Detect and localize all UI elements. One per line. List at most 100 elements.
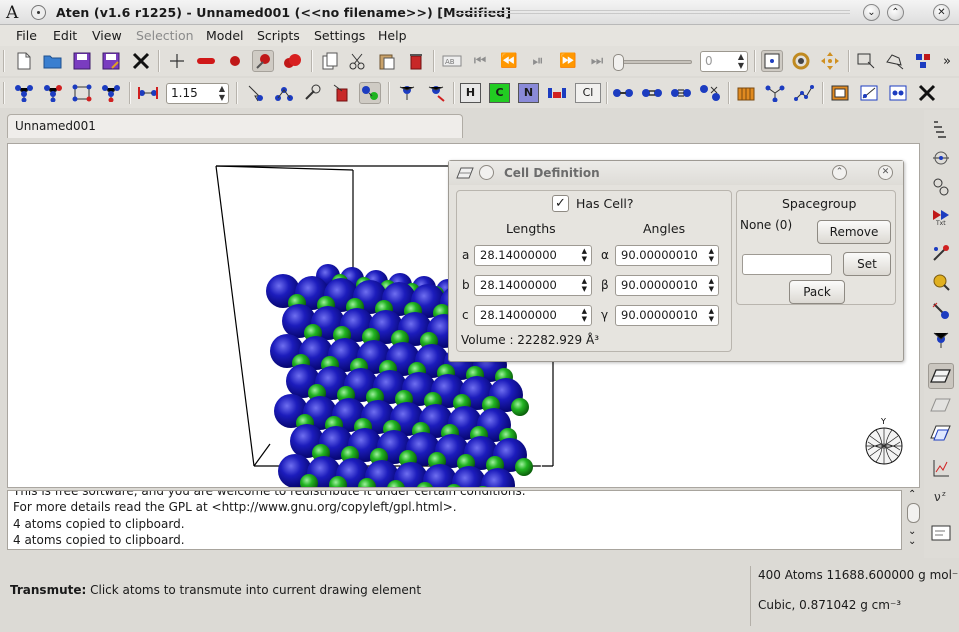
close-model-icon[interactable] (130, 50, 152, 72)
add-hydrogen-model-icon[interactable] (273, 82, 295, 104)
build-chain-icon[interactable] (793, 82, 815, 104)
spin-arrows-icon[interactable]: ▲ ▼ (581, 307, 587, 323)
triple-bond-icon[interactable] (670, 82, 692, 104)
menu-edit[interactable]: Edit (53, 28, 78, 43)
double-bond-icon[interactable] (641, 82, 663, 104)
maximize-button[interactable]: ⌃ (887, 4, 904, 21)
single-bond-icon[interactable] (612, 82, 634, 104)
angle-gamma-input[interactable]: 90.00000010 ▲ ▼ (615, 305, 719, 326)
sphere-style-icon[interactable] (252, 50, 274, 72)
delete-bond-icon[interactable] (699, 82, 721, 104)
atom-sphere[interactable] (365, 460, 399, 488)
next-frame-icon[interactable]: ⏩ (559, 53, 577, 69)
menu-settings[interactable]: Settings (314, 28, 366, 43)
atom-sphere[interactable] (474, 486, 492, 488)
delete-icon[interactable] (405, 50, 427, 72)
atom-sphere[interactable] (445, 484, 463, 488)
dialog-close-button[interactable]: ✕ (878, 165, 893, 180)
draw-atom-icon[interactable] (166, 50, 188, 72)
tab-unnamed001[interactable]: Unnamed001 (7, 114, 463, 138)
frame-slider-handle[interactable] (613, 54, 624, 71)
translate-view-icon[interactable] (819, 50, 841, 72)
spin-arrows-icon[interactable]: ▲ ▼ (708, 277, 714, 293)
bond-tolerance-spinbox[interactable]: 1.15 ▲ ▼ (166, 83, 229, 104)
save-as-icon[interactable] (100, 50, 122, 72)
set-spacegroup-button[interactable]: Set (843, 252, 891, 276)
atom-sphere[interactable] (452, 466, 486, 488)
scroll-down-icon[interactable]: ⌄ (908, 536, 917, 547)
transform-tools-icon[interactable] (928, 269, 954, 295)
scroll-handle[interactable] (907, 503, 920, 523)
probe-atom-icon[interactable] (302, 82, 324, 104)
element-button-cl[interactable]: Cl (575, 83, 601, 103)
atom-sphere[interactable] (394, 462, 428, 488)
position-tools-icon[interactable] (928, 240, 954, 266)
atom-sphere[interactable] (515, 458, 533, 476)
menu-selection[interactable]: Selection (136, 28, 194, 43)
trajectory-toggle-icon[interactable]: AB (441, 50, 463, 72)
periodic-table-icon[interactable] (546, 82, 568, 104)
atom-sphere[interactable] (481, 468, 515, 488)
spin-arrows-icon[interactable]: ▲ ▼ (581, 277, 587, 293)
length-b-input[interactable]: 28.14000000 ▲ ▼ (474, 275, 592, 296)
length-a-input[interactable]: 28.14000000 ▲ ▼ (474, 245, 592, 266)
rebond-selection-icon[interactable] (42, 82, 64, 104)
log-scrollbar[interactable]: ⌃ ⌄ ⌄ (904, 489, 922, 550)
save-icon[interactable] (71, 50, 93, 72)
element-button-c[interactable]: C (489, 83, 510, 103)
frame-spinbox[interactable]: 0 ▲ ▼ (700, 51, 748, 72)
glyphs-icon[interactable]: Txt (928, 203, 954, 229)
minimize-button[interactable]: ⌄ (863, 4, 880, 21)
spacegroup-input[interactable] (742, 254, 832, 275)
angle-beta-input[interactable]: 90.00000010 ▲ ▼ (615, 275, 719, 296)
pack-button[interactable]: Pack (789, 280, 845, 304)
rotate-view-icon[interactable] (790, 50, 812, 72)
dialog-shade-button[interactable]: ⌃ (832, 165, 847, 180)
disorder-tools-icon[interactable] (928, 327, 954, 353)
has-cell-checkbox[interactable]: ✓ (552, 195, 569, 212)
atom-sphere[interactable] (423, 464, 457, 488)
select-element-icon[interactable] (913, 50, 935, 72)
frame-slider[interactable] (613, 54, 692, 71)
remove-cell-icon[interactable] (916, 82, 938, 104)
build-tools-icon[interactable] (928, 174, 954, 200)
dialog-menu-button[interactable] (479, 165, 494, 180)
scroll-down-icon[interactable]: ⌄ (908, 526, 917, 537)
close-window-button[interactable]: ✕ (933, 4, 950, 21)
select-tools-icon[interactable] (928, 298, 954, 324)
add-cell-icon[interactable] (829, 82, 851, 104)
add-fragment-icon[interactable] (396, 82, 418, 104)
fold-atoms-icon[interactable] (858, 82, 880, 104)
new-file-icon[interactable] (13, 50, 35, 72)
previous-frame-icon[interactable]: ⏪ (500, 53, 518, 69)
play-icon[interactable]: ⏯ (532, 53, 544, 69)
clear-bonds-icon[interactable] (100, 82, 122, 104)
paste-icon[interactable] (376, 50, 398, 72)
menu-view[interactable]: View (92, 28, 122, 43)
atom-sphere[interactable] (387, 480, 405, 488)
transmute-atom-icon[interactable] (359, 82, 381, 104)
atom-sphere[interactable] (358, 478, 376, 488)
cut-icon[interactable] (346, 50, 368, 72)
replicate-cell-icon[interactable] (928, 421, 954, 447)
build-molecule-icon[interactable] (764, 82, 786, 104)
length-c-input[interactable]: 28.14000000 ▲ ▼ (474, 305, 592, 326)
scroll-up-icon[interactable]: ⌃ (908, 489, 917, 500)
view-perspective-icon[interactable] (761, 50, 783, 72)
first-frame-icon[interactable]: ⏮ (473, 53, 487, 69)
stick-style-icon[interactable] (195, 50, 217, 72)
atom-sphere[interactable] (329, 476, 347, 488)
select-molecule-icon[interactable] (884, 50, 906, 72)
spin-arrows-icon[interactable]: ▲ ▼ (581, 247, 587, 263)
cell-transform-icon[interactable] (928, 392, 954, 418)
build-cell-icon[interactable] (735, 82, 757, 104)
scaled-sphere-icon[interactable] (281, 50, 303, 72)
spin-arrows-icon[interactable]: ▲ ▼ (708, 307, 714, 323)
copy-icon[interactable] (319, 50, 341, 72)
menu-help[interactable]: Help (378, 28, 407, 43)
last-frame-icon[interactable]: ⏭ (590, 53, 604, 69)
fold-molecules-icon[interactable] (887, 82, 909, 104)
atom-sphere[interactable] (511, 398, 529, 416)
window-menu-button[interactable] (31, 5, 46, 20)
